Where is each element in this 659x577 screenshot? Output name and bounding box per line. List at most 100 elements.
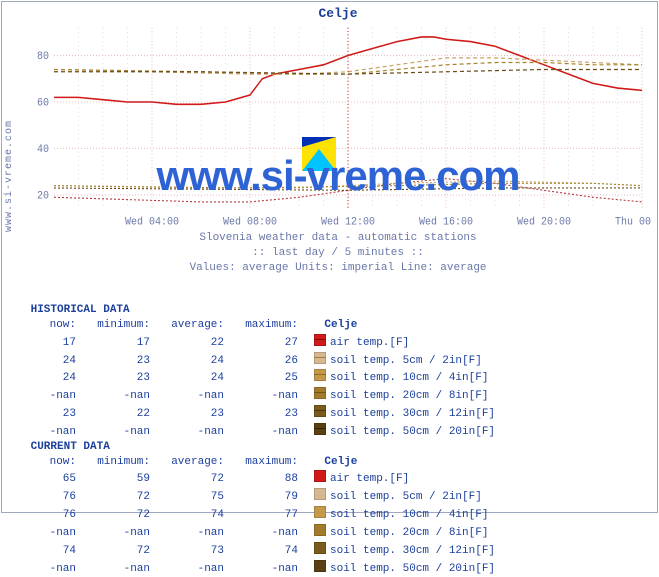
cell-avg: -nan bbox=[150, 526, 224, 541]
col-header: average: bbox=[150, 318, 224, 333]
chart-title: Celje bbox=[24, 4, 652, 21]
legend-swatch-icon bbox=[314, 405, 326, 417]
series-label: soil temp. 30cm / 12in[F] bbox=[330, 408, 495, 420]
series-label: soil temp. 5cm / 2in[F] bbox=[330, 491, 482, 503]
cell-now: 17 bbox=[24, 336, 76, 351]
legend-swatch-icon bbox=[314, 352, 326, 364]
legend-swatch-icon bbox=[314, 560, 326, 572]
legend-swatch-icon bbox=[314, 387, 326, 399]
legend-swatch-icon bbox=[314, 506, 326, 518]
series-label: soil temp. 50cm / 20in[F] bbox=[330, 563, 495, 575]
cell-now: 76 bbox=[24, 490, 76, 505]
cell-avg: 23 bbox=[150, 407, 224, 422]
svg-text:20: 20 bbox=[37, 190, 49, 203]
table-row: 24232426soil temp. 5cm / 2in[F] bbox=[24, 351, 495, 369]
cell-max: 77 bbox=[224, 508, 298, 523]
cell-max: 88 bbox=[224, 472, 298, 487]
cell-min: 22 bbox=[76, 407, 150, 422]
cell-max: 79 bbox=[224, 490, 298, 505]
table-row: -nan-nan-nan-nansoil temp. 20cm / 8in[F] bbox=[24, 523, 495, 541]
legend-swatch-icon bbox=[314, 524, 326, 536]
cell-now: 76 bbox=[24, 508, 76, 523]
cell-min: -nan bbox=[76, 389, 150, 404]
location-header: Celje bbox=[298, 319, 357, 331]
column-header-row: now:minimum:average:maximum: Celje bbox=[24, 455, 495, 470]
col-header: maximum: bbox=[224, 318, 298, 333]
cell-min: 72 bbox=[76, 544, 150, 559]
legend-swatch-icon bbox=[314, 542, 326, 554]
cell-max: 26 bbox=[224, 354, 298, 369]
table-row: 76727477 soil temp. 10cm / 4in[F] bbox=[24, 505, 495, 523]
series-label: soil temp. 5cm / 2in[F] bbox=[330, 355, 482, 367]
series-label: air temp.[F] bbox=[330, 337, 409, 349]
cell-avg: -nan bbox=[150, 425, 224, 440]
series-label: soil temp. 10cm / 4in[F] bbox=[330, 509, 488, 521]
cell-now: -nan bbox=[24, 389, 76, 404]
location-header: Celje bbox=[298, 456, 357, 468]
svg-text:Thu 00:00: Thu 00:00 bbox=[615, 216, 652, 229]
cell-min: 17 bbox=[76, 336, 150, 351]
cell-max: 25 bbox=[224, 371, 298, 386]
cell-avg: 72 bbox=[150, 472, 224, 487]
cell-now: 24 bbox=[24, 371, 76, 386]
col-header: maximum: bbox=[224, 455, 298, 470]
cell-min: 72 bbox=[76, 508, 150, 523]
chart-area: Celje 20406080Wed 04:00Wed 08:00Wed 12:0… bbox=[24, 4, 652, 250]
series-label: soil temp. 30cm / 12in[F] bbox=[330, 545, 495, 557]
col-header: minimum: bbox=[76, 455, 150, 470]
svg-text:Wed 16:00: Wed 16:00 bbox=[419, 216, 473, 229]
cell-avg: -nan bbox=[150, 562, 224, 577]
cell-min: -nan bbox=[76, 526, 150, 541]
chart-caption: Slovenia weather data - automatic statio… bbox=[24, 231, 652, 276]
legend-swatch-icon bbox=[314, 369, 326, 381]
caption-line-2: :: last day / 5 minutes :: bbox=[24, 246, 652, 261]
legend-swatch-icon bbox=[314, 470, 326, 482]
series-label: air temp.[F] bbox=[330, 473, 409, 485]
table-row: 24232425soil temp. 10cm / 4in[F] bbox=[24, 368, 495, 386]
svg-text:Wed 12:00: Wed 12:00 bbox=[321, 216, 375, 229]
table-row: 74727374soil temp. 30cm / 12in[F] bbox=[24, 541, 495, 559]
cell-min: 23 bbox=[76, 354, 150, 369]
series-label: soil temp. 10cm / 4in[F] bbox=[330, 372, 488, 384]
column-header-row: now:minimum:average:maximum: Celje bbox=[24, 318, 495, 333]
table-row: 76727579soil temp. 5cm / 2in[F] bbox=[24, 487, 495, 505]
series-label: soil temp. 50cm / 20in[F] bbox=[330, 426, 495, 438]
cell-min: -nan bbox=[76, 425, 150, 440]
cell-min: 72 bbox=[76, 490, 150, 505]
source-label: www.si-vreme.com bbox=[4, 32, 18, 232]
col-header: now: bbox=[24, 318, 76, 333]
col-header: average: bbox=[150, 455, 224, 470]
cell-max: -nan bbox=[224, 562, 298, 577]
table-row: 23222323soil temp. 30cm / 12in[F] bbox=[24, 404, 495, 422]
legend-swatch-icon bbox=[314, 423, 326, 435]
cell-avg: 24 bbox=[150, 354, 224, 369]
cell-now: 24 bbox=[24, 354, 76, 369]
cell-max: 74 bbox=[224, 544, 298, 559]
svg-text:80: 80 bbox=[37, 50, 49, 63]
chart-frame: www.si-vreme.com Celje 20406080Wed 04:00… bbox=[1, 1, 658, 513]
series-label: soil temp. 20cm / 8in[F] bbox=[330, 390, 488, 402]
cell-max: 27 bbox=[224, 336, 298, 351]
cell-max: -nan bbox=[224, 526, 298, 541]
table-row: 17172227air temp.[F] bbox=[24, 333, 495, 351]
legend-swatch-icon bbox=[314, 334, 326, 346]
table-row: 65597288air temp.[F] bbox=[24, 469, 495, 487]
section-header: CURRENT DATA bbox=[24, 440, 495, 455]
cell-now: -nan bbox=[24, 526, 76, 541]
table-row: -nan-nan-nan-nansoil temp. 50cm / 20in[F… bbox=[24, 422, 495, 440]
cell-avg: 73 bbox=[150, 544, 224, 559]
legend-swatch-icon bbox=[314, 488, 326, 500]
caption-line-1: Slovenia weather data - automatic statio… bbox=[24, 231, 652, 246]
col-header: minimum: bbox=[76, 318, 150, 333]
cell-avg: 24 bbox=[150, 371, 224, 386]
table-row: -nan-nan-nan-nansoil temp. 20cm / 8in[F] bbox=[24, 386, 495, 404]
cell-avg: 22 bbox=[150, 336, 224, 351]
cell-max: -nan bbox=[224, 425, 298, 440]
svg-text:60: 60 bbox=[37, 97, 49, 110]
cell-avg: 74 bbox=[150, 508, 224, 523]
cell-min: 59 bbox=[76, 472, 150, 487]
timeseries-chart: 20406080Wed 04:00Wed 08:00Wed 12:00Wed 1… bbox=[24, 21, 652, 231]
data-tables: HISTORICAL DATAnow:minimum:average:maxim… bbox=[24, 303, 495, 577]
cell-avg: -nan bbox=[150, 389, 224, 404]
cell-now: 74 bbox=[24, 544, 76, 559]
